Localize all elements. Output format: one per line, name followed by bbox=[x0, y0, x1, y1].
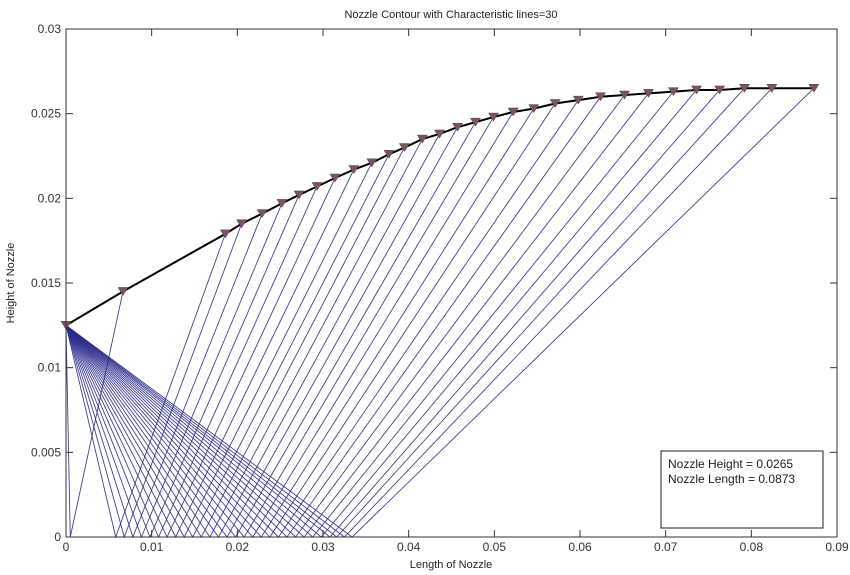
wall-point-marker bbox=[766, 84, 778, 93]
wall-point-marker bbox=[507, 107, 519, 117]
x-tick-label: 0.02 bbox=[226, 540, 250, 554]
y-axis-ticks: 0 0.005 0.01 0.015 0.02 0.025 0.03 bbox=[31, 22, 837, 544]
wall-point-marker bbox=[643, 89, 654, 98]
y-axis-label: Height of Nozzle bbox=[5, 243, 17, 324]
x-tick-label: 0 bbox=[63, 540, 70, 554]
x-axis-label: Length of Nozzle bbox=[410, 559, 493, 571]
nozzle-height-text: Nozzle Height = 0.0265 bbox=[668, 457, 793, 471]
y-tick-label: 0.03 bbox=[38, 22, 62, 36]
wall-point-marker bbox=[595, 92, 607, 102]
wall-point-marker bbox=[348, 165, 360, 175]
wall-point-marker bbox=[470, 117, 481, 127]
wall-point-marker bbox=[619, 90, 630, 100]
wall-point-marker bbox=[329, 173, 341, 183]
wall-point-marker bbox=[714, 85, 726, 95]
y-tick-label: 0 bbox=[54, 530, 61, 544]
wall-point-marker bbox=[549, 99, 561, 108]
wall-point-marker bbox=[383, 150, 395, 159]
wall-point-marker bbox=[667, 87, 679, 97]
y-tick-label: 0.005 bbox=[31, 445, 61, 459]
y-tick-label: 0.02 bbox=[38, 191, 62, 205]
wall-point-marker bbox=[398, 143, 410, 153]
y-tick-label: 0.025 bbox=[31, 107, 61, 121]
annotation-box: Nozzle Height = 0.0265 Nozzle Length = 0… bbox=[660, 450, 824, 529]
x-tick-label: 0.08 bbox=[740, 540, 764, 554]
wall-point-marker bbox=[452, 122, 463, 132]
wall-point-marker bbox=[366, 158, 378, 168]
wall-point-marker bbox=[572, 95, 584, 105]
x-tick-label: 0.09 bbox=[825, 540, 849, 554]
wall-point-marker bbox=[293, 190, 305, 200]
wall-point-marker bbox=[808, 84, 820, 93]
chart-title: Nozzle Contour with Characteristic lines… bbox=[344, 9, 557, 21]
nozzle-wall-contour bbox=[60, 84, 820, 330]
x-tick-label: 0.03 bbox=[311, 540, 335, 554]
annotation-box-frame bbox=[660, 450, 824, 529]
x-tick-label: 0.01 bbox=[140, 540, 164, 554]
wall-point-marker bbox=[488, 112, 499, 122]
nozzle-length-text: Nozzle Length = 0.0873 bbox=[668, 472, 795, 486]
x-tick-label: 0.04 bbox=[397, 540, 421, 554]
wall-point-marker bbox=[236, 219, 248, 229]
wall-point-marker bbox=[528, 104, 540, 114]
wall-point-marker bbox=[256, 209, 268, 219]
x-tick-label: 0.07 bbox=[654, 540, 678, 554]
wall-point-marker bbox=[276, 199, 288, 208]
x-axis-ticks: 0 0.01 0.02 0.03 0.04 0.05 0.06 0.07 0.08 0.09 bbox=[63, 29, 849, 554]
y-tick-label: 0.015 bbox=[31, 276, 61, 290]
wall-point-marker bbox=[434, 129, 445, 139]
wall-point-marker bbox=[219, 229, 231, 239]
x-tick-label: 0.06 bbox=[568, 540, 592, 554]
wall-point-marker bbox=[416, 134, 428, 144]
y-tick-label: 0.01 bbox=[38, 361, 62, 375]
x-tick-label: 0.05 bbox=[483, 540, 507, 554]
wall-point-marker bbox=[739, 84, 750, 93]
wall-point-marker bbox=[117, 287, 129, 296]
wall-point-marker bbox=[691, 85, 702, 95]
wall-point-marker bbox=[311, 182, 323, 191]
